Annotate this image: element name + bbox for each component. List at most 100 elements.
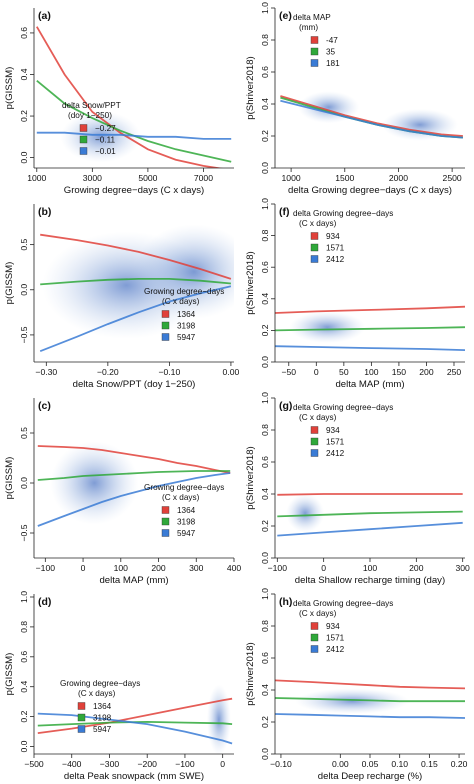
legend-entry: 1364	[177, 310, 196, 319]
legend-title: delta Snow/PPT	[62, 101, 121, 110]
legend-entry: 2412	[326, 255, 345, 264]
series-line-934	[275, 305, 465, 314]
y-axis-title: p(Shriver2018)	[245, 251, 256, 314]
x-tick-label: −200	[138, 759, 158, 769]
series-lines	[39, 233, 232, 353]
legend-entry: 2412	[326, 645, 345, 654]
y-tick-label: 0.0	[19, 151, 29, 163]
density-blob	[295, 688, 410, 714]
legend-swatch	[77, 702, 86, 710]
legend-entry: 1364	[93, 702, 112, 711]
x-tick-label: 0.00	[223, 367, 240, 377]
legend-entry: -47	[326, 36, 338, 45]
density-blob	[286, 494, 325, 533]
y-tick-label: 1.0	[260, 588, 270, 600]
legend-swatch	[79, 135, 88, 144]
x-tick-label: 250	[447, 367, 462, 377]
legend-title: (C x days)	[299, 609, 337, 618]
x-tick-label: 300	[456, 563, 471, 573]
x-axis-title: delta Peak snowpack (mm SWE)	[64, 771, 204, 782]
x-tick-label: −300	[100, 759, 120, 769]
legend-title: (C x days)	[299, 219, 337, 228]
panel-b: −0.30 −0.20 −0.10 0.00 −0.5 0.0 0.5 delta Snow/…	[4, 204, 240, 390]
series-line-181	[280, 99, 463, 139]
y-tick-label: −0.5	[19, 524, 29, 541]
x-tick-label: 400	[227, 563, 242, 573]
y-tick-label: 1.0	[260, 2, 270, 14]
legend-swatch	[310, 59, 319, 67]
series-line-2412	[275, 713, 465, 719]
legend-swatch	[161, 333, 170, 341]
x-tick-label: 0.15	[421, 759, 438, 769]
legend-title: Growing degree−days	[144, 287, 224, 296]
y-tick-label: 0.8	[260, 424, 270, 436]
y-tick-label: 0.2	[260, 324, 270, 336]
legend-title: Growing degree−days	[144, 483, 224, 492]
x-tick-label: 0	[321, 563, 326, 573]
x-tick-label: 200	[419, 367, 434, 377]
x-tick-label: 7000	[194, 173, 213, 183]
legend: delta MAP(mm) -47 35 181	[293, 13, 340, 68]
panel-label: (h)	[279, 596, 292, 608]
series-line-934	[275, 679, 465, 690]
x-tick-label: 200	[409, 563, 424, 573]
x-tick-label: 1000	[282, 173, 301, 183]
y-tick-label: 0.5	[19, 238, 29, 250]
panel-label: (e)	[279, 10, 292, 22]
x-tick-label: 0	[220, 759, 225, 769]
legend-entry: 2412	[326, 449, 345, 458]
series-line-1571	[275, 326, 465, 332]
y-tick-label: 0.0	[260, 356, 270, 368]
x-tick-label: −0.10	[270, 759, 292, 769]
x-tick-label: −100	[268, 563, 288, 573]
series-lines	[37, 697, 233, 745]
legend-entry: 934	[326, 232, 340, 241]
legend-swatch	[79, 147, 88, 155]
x-axis-title: delta Deep recharge (%)	[318, 771, 423, 782]
density-blob	[289, 311, 366, 344]
series-line-934	[277, 493, 463, 496]
x-tick-label: 2500	[443, 173, 462, 183]
legend: delta Growing degree−days(C x days) 934 15…	[293, 599, 393, 654]
y-tick-label: 0.6	[260, 261, 270, 273]
legend-swatch	[79, 124, 88, 132]
legend: Growing degree−days(C x days) 1364 3198 594…	[144, 287, 224, 342]
series-lines	[275, 679, 465, 719]
legend-swatch	[161, 310, 170, 318]
legend-title: (doy 1−250)	[68, 111, 112, 120]
y-axis-title: p(GISSM)	[4, 262, 15, 305]
legend-title: (C x days)	[78, 689, 116, 698]
series-line-2412	[277, 521, 463, 537]
legend: delta Snow/PPT(doy 1−250) −0.27 −0.11 −0.01	[62, 101, 121, 156]
x-tick-label: 0.05	[362, 759, 379, 769]
legend-swatch	[310, 243, 319, 252]
y-tick-label: 0.2	[19, 110, 29, 122]
y-tick-label: 0.0	[260, 162, 270, 174]
y-tick-label: 1.0	[260, 392, 270, 404]
panel-a: 1000 3000 5000 7000 0.0 0.2 0.4 0.6 Growing degr…	[4, 8, 234, 196]
x-tick-label: −0.10	[159, 367, 181, 377]
panel-label: (c)	[38, 400, 51, 412]
legend-title: delta Growing degree−days	[293, 599, 393, 608]
series-line-m47	[280, 95, 463, 137]
series-line-1571	[277, 510, 463, 518]
y-tick-label: 0.0	[19, 284, 29, 296]
series-lines	[277, 493, 463, 537]
series-line-3198	[40, 277, 231, 286]
y-axis-title: p(Shriver2018)	[245, 446, 256, 509]
legend-swatch	[161, 506, 170, 514]
legend: delta Growing degree−days(C x days) 934 15…	[293, 209, 393, 264]
y-tick-label: 0.5	[19, 427, 29, 439]
series-line-m0m01	[36, 131, 232, 140]
legend-swatch	[161, 517, 170, 526]
x-tick-label: 0	[314, 367, 319, 377]
legend-swatch	[161, 321, 170, 330]
x-axis-title: delta MAP (mm)	[99, 575, 168, 586]
x-tick-label: 100	[114, 563, 129, 573]
legend-swatch	[161, 529, 170, 537]
y-tick-label: 0.2	[260, 520, 270, 532]
series-line-5947	[39, 285, 232, 353]
y-tick-label: 0.6	[260, 456, 270, 468]
panel-label: (d)	[38, 596, 51, 608]
